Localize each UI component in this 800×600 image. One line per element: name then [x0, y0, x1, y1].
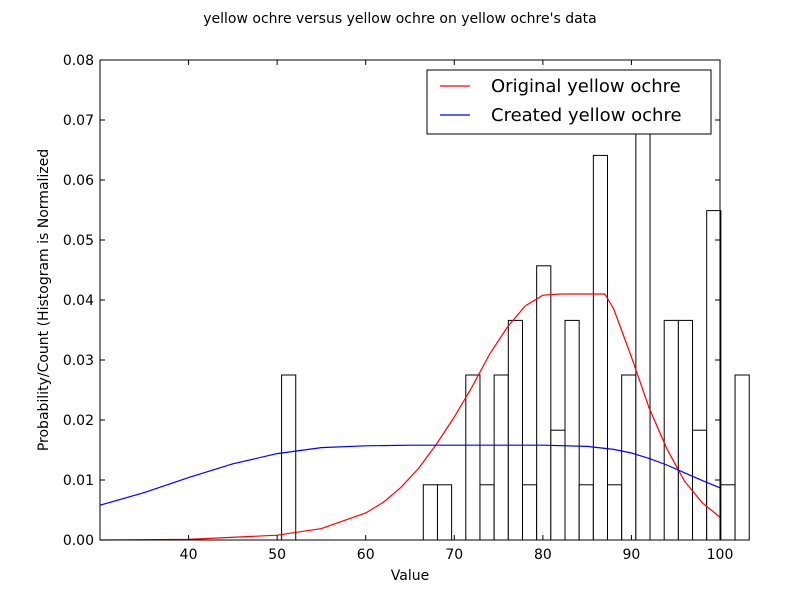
histogram-bar: [465, 374, 481, 541]
x-tick-label: 60: [357, 547, 375, 563]
histogram-bar: [493, 374, 509, 541]
x-axis-label: Value: [391, 568, 429, 584]
y-tick-label: 0.07: [63, 113, 94, 129]
y-tick-label: 0.03: [63, 353, 94, 369]
x-tick-label: 40: [180, 547, 198, 563]
x-tick-label: 90: [623, 547, 641, 563]
histogram-bar: [677, 319, 694, 541]
histogram-bar: [536, 265, 552, 541]
histogram-bar: [607, 484, 623, 541]
y-axis-label: Probability/Count (Histogram is Normaliz…: [36, 149, 52, 451]
y-tick-label: 0.08: [63, 53, 94, 69]
histogram-bar: [621, 374, 637, 541]
plot-area: [100, 60, 720, 540]
y-tick-label: 0.02: [63, 413, 94, 429]
legend-label-created: Created yellow ochre: [491, 105, 682, 126]
histogram-bar: [564, 319, 580, 541]
histogram-bar: [422, 484, 438, 541]
legend: Original yellow ochre Created yellow och…: [426, 69, 712, 135]
histogram-bar: [479, 484, 495, 541]
histogram-bar: [578, 484, 594, 541]
series-line-original: [99, 293, 721, 541]
histogram-bar: [550, 429, 566, 541]
x-tick-label: 100: [707, 547, 734, 563]
histogram-bar: [635, 100, 651, 541]
x-tick-label: 50: [268, 547, 286, 563]
histogram-bar: [706, 210, 722, 541]
series-lines: [99, 293, 721, 541]
x-tick-label: 70: [445, 547, 463, 563]
histogram-bar: [436, 484, 453, 541]
histogram-bar: [521, 484, 538, 541]
histogram-bar: [720, 484, 736, 541]
series-line-created: [99, 444, 721, 506]
y-axis: 0.00 0.01 0.02 0.03 0.04 0.05 0.06 0.07 0.08: [63, 53, 720, 549]
x-axis: 40 50 60 70 80 90 100: [180, 60, 734, 563]
histogram-bar: [592, 154, 609, 541]
histogram-bar: [692, 429, 708, 541]
histogram-bar: [281, 374, 297, 541]
legend-frame: [426, 69, 712, 135]
legend-label-original: Original yellow ochre: [491, 76, 681, 97]
y-tick-label: 0.04: [63, 293, 94, 309]
histogram-bars: [281, 100, 750, 541]
y-tick-label: 0.01: [63, 473, 94, 489]
histogram-bar: [734, 374, 750, 541]
histogram-bar: [663, 319, 679, 541]
y-tick-label: 0.06: [63, 173, 94, 189]
x-tick-label: 80: [534, 547, 552, 563]
y-tick-label: 0.05: [63, 233, 94, 249]
chart-title: yellow ochre versus yellow ochre on yell…: [203, 11, 597, 27]
y-tick-label: 0.00: [63, 533, 94, 549]
histogram-bar: [507, 319, 523, 541]
